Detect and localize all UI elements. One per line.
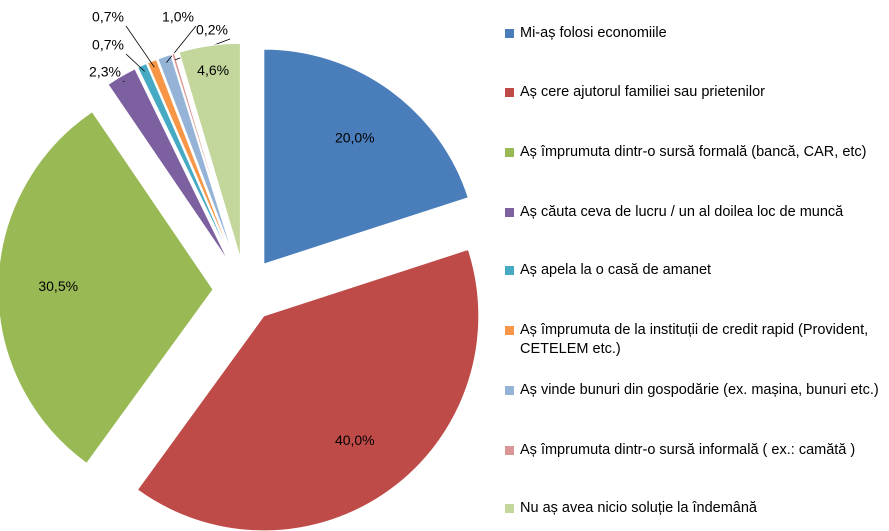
pie-slice <box>178 42 241 259</box>
pie-slice <box>157 53 236 260</box>
legend-swatch <box>505 208 514 217</box>
leader-line <box>125 53 145 72</box>
legend-label: Aș împrumuta dintr-o sursă formală (banc… <box>520 144 867 160</box>
legend-label: Aș căuta ceva de lucru / un al doilea lo… <box>520 204 844 220</box>
leader-line <box>125 25 155 68</box>
pie-slice <box>146 58 234 261</box>
legend-swatch <box>505 266 514 275</box>
legend-swatch <box>505 446 514 455</box>
legend-item: Aș împrumuta de la instituții de credit … <box>505 321 885 359</box>
pie-slice <box>107 68 230 263</box>
legend-label: Aș cere ajutorul familiei sau prietenilo… <box>520 84 765 100</box>
data-label: 30,5% <box>38 278 78 294</box>
data-label: 0,2% <box>196 22 228 38</box>
pie-slice <box>136 248 480 531</box>
pie-slice <box>171 52 237 260</box>
data-label: 2,3% <box>89 64 121 80</box>
legend-label: Nu aș avea nicio soluție la îndemână <box>520 500 757 516</box>
legend-label: Aș împrumuta de la instituții de credit … <box>520 322 869 357</box>
data-label: 4,6% <box>197 62 229 78</box>
data-label: 0,7% <box>92 37 124 53</box>
legend-label: Aș apela la o casă de amanet <box>520 262 712 278</box>
legend-swatch <box>505 386 514 395</box>
leader-line <box>166 25 197 63</box>
legend-swatch <box>505 326 514 335</box>
legend-label: Aș vinde bunuri din gospodărie (ex. mași… <box>520 382 879 398</box>
data-label: 40,0% <box>335 432 375 448</box>
data-label: 0,7% <box>92 9 124 25</box>
legend-swatch <box>505 88 514 97</box>
legend-swatch <box>505 504 514 513</box>
leader-line <box>122 80 125 83</box>
legend-item: Aș împrumuta dintr-o sursă formală (banc… <box>505 143 885 162</box>
legend-item: Aș apela la o casă de amanet <box>505 261 885 280</box>
legend-item: Aș vinde bunuri din gospodărie (ex. mași… <box>505 381 885 400</box>
legend-swatch <box>505 29 514 38</box>
chart: 20,0% 40,0% 30,5% 2,3% 0,7% 0,7% 1,0%0,2% 4,6% <box>0 9 480 531</box>
pie-slice <box>0 110 214 465</box>
legend-swatch <box>505 148 514 157</box>
legend-item: Aș căuta ceva de lucru / un al doilea lo… <box>505 203 885 222</box>
pie-slice <box>263 48 469 265</box>
legend-label: Mi-aș folosi economiile <box>520 25 667 41</box>
legend-label: Aș împrumuta dintr-o sursă informală ( e… <box>520 442 856 458</box>
legend-item: Aș împrumuta dintr-o sursă informală ( e… <box>505 441 885 460</box>
legend-item: Aș cere ajutorul familiei sau prietenilo… <box>505 83 885 102</box>
data-label: 1,0% <box>162 9 194 25</box>
legend-item: Nu aș avea nicio soluție la îndemână <box>505 499 885 518</box>
data-label: 20,0% <box>335 130 375 146</box>
legend-item: Mi-aș folosi economiile <box>505 24 885 43</box>
pie-slice <box>137 62 233 262</box>
